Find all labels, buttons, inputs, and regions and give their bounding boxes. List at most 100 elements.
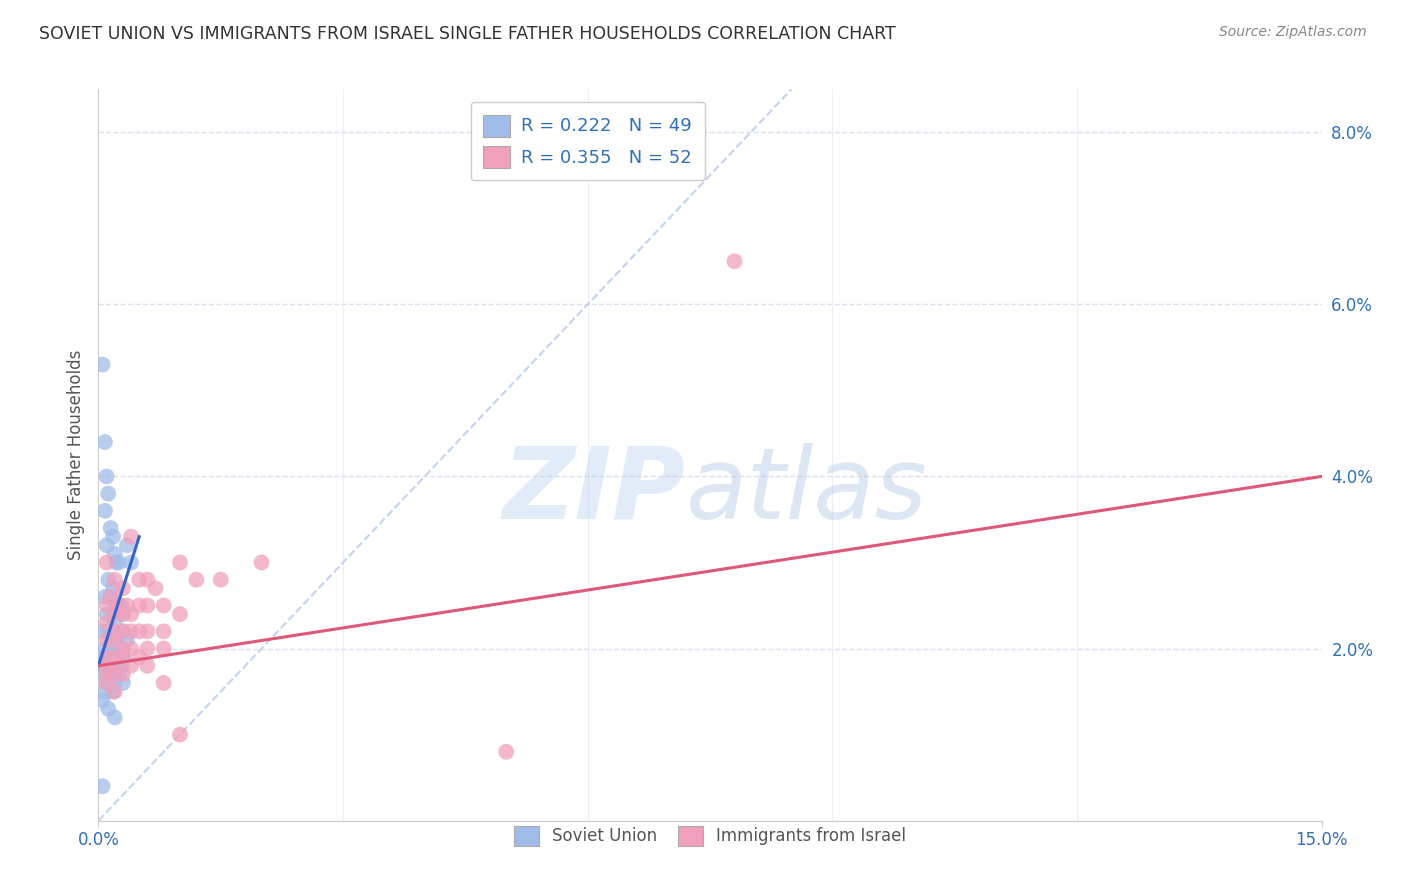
Point [94, 641, 117, 656]
Point [105, 599, 128, 613]
Point [120, 530, 142, 544]
Point [91, 358, 114, 372]
Point [104, 676, 127, 690]
Point [105, 650, 128, 665]
Point [111, 641, 134, 656]
Point [101, 582, 124, 596]
Point [104, 615, 127, 630]
Point [104, 547, 127, 561]
Point [105, 556, 128, 570]
Point [169, 728, 191, 742]
Point [100, 521, 122, 535]
Point [250, 556, 273, 570]
Point [136, 641, 159, 656]
Point [104, 573, 127, 587]
Point [120, 641, 142, 656]
Point [136, 573, 159, 587]
Point [96, 676, 118, 690]
Point [111, 650, 134, 665]
Point [104, 684, 127, 698]
Point [111, 624, 134, 639]
Point [94, 504, 117, 518]
Point [115, 632, 138, 647]
Point [101, 658, 124, 673]
Point [128, 624, 150, 639]
Point [136, 624, 159, 639]
Point [100, 590, 122, 604]
Point [115, 599, 138, 613]
Point [91, 667, 114, 681]
Legend: Soviet Union, Immigrants from Israel: Soviet Union, Immigrants from Israel [508, 819, 912, 853]
Point [152, 599, 174, 613]
Point [91, 624, 114, 639]
Point [169, 556, 191, 570]
Point [94, 684, 117, 698]
Point [128, 599, 150, 613]
Point [97, 486, 120, 500]
Point [128, 650, 150, 665]
Point [104, 632, 127, 647]
Point [104, 607, 127, 621]
Point [101, 530, 124, 544]
Text: SOVIET UNION VS IMMIGRANTS FROM ISRAEL SINGLE FATHER HOUSEHOLDS CORRELATION CHAR: SOVIET UNION VS IMMIGRANTS FROM ISRAEL S… [39, 25, 896, 43]
Point [108, 599, 131, 613]
Point [108, 667, 131, 681]
Point [723, 254, 745, 268]
Point [186, 573, 208, 587]
Point [111, 607, 134, 621]
Point [91, 650, 114, 665]
Point [152, 641, 174, 656]
Point [97, 650, 120, 665]
Point [104, 667, 127, 681]
Point [110, 658, 132, 673]
Point [96, 632, 118, 647]
Point [94, 435, 117, 450]
Text: Source: ZipAtlas.com: Source: ZipAtlas.com [1219, 25, 1367, 39]
Point [96, 538, 118, 552]
Point [169, 607, 191, 621]
Point [96, 607, 118, 621]
Point [97, 624, 120, 639]
Point [91, 779, 114, 793]
Point [104, 658, 127, 673]
Point [120, 607, 142, 621]
Point [101, 684, 124, 698]
Point [100, 667, 122, 681]
Point [110, 599, 132, 613]
Point [111, 624, 134, 639]
Point [209, 573, 232, 587]
Y-axis label: Single Father Households: Single Father Households [66, 350, 84, 560]
Point [111, 582, 134, 596]
Point [100, 641, 122, 656]
Point [96, 469, 118, 483]
Point [96, 615, 118, 630]
Point [108, 641, 131, 656]
Point [136, 599, 159, 613]
Point [96, 658, 118, 673]
Point [100, 590, 122, 604]
Point [108, 556, 131, 570]
Point [96, 667, 118, 681]
Point [104, 650, 127, 665]
Point [96, 650, 118, 665]
Point [94, 658, 117, 673]
Point [96, 556, 118, 570]
Point [145, 582, 167, 596]
Point [152, 676, 174, 690]
Point [97, 573, 120, 587]
Point [495, 745, 517, 759]
Point [111, 650, 134, 665]
Point [94, 590, 117, 604]
Point [111, 676, 134, 690]
Point [104, 624, 127, 639]
Point [96, 676, 118, 690]
Point [104, 632, 127, 647]
Text: atlas: atlas [686, 443, 927, 540]
Point [128, 573, 150, 587]
Point [104, 710, 127, 724]
Point [120, 556, 142, 570]
Point [115, 538, 138, 552]
Point [152, 624, 174, 639]
Point [120, 624, 142, 639]
Point [111, 607, 134, 621]
